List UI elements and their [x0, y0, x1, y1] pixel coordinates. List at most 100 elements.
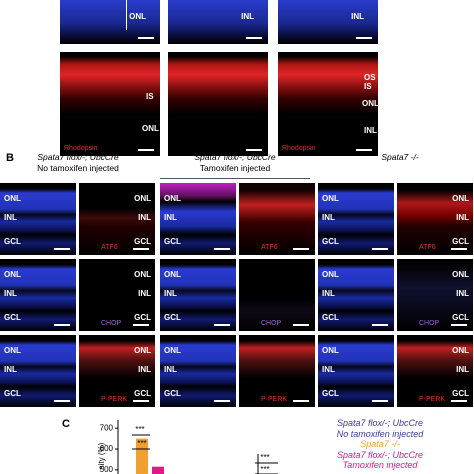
layer-label: INL — [241, 12, 254, 21]
legend-entry: Spata7 flox/-; UbcCre Tamoxifen injected — [336, 449, 424, 471]
layer-label: ONL — [134, 345, 151, 355]
scale-bar — [138, 37, 154, 39]
chart: sity (%)500 600 700 *** *** *** *** — [97, 420, 278, 474]
layer-label: INL — [164, 364, 177, 374]
layer-label: ONL — [322, 345, 339, 355]
scale-bar — [356, 37, 372, 39]
marker-label: CHOP — [101, 320, 122, 327]
layer-label: ONL — [4, 345, 21, 355]
scale-bar — [451, 248, 467, 250]
layer-label: ONL — [134, 269, 151, 279]
micrograph: ONL — [60, 0, 160, 44]
micrograph: CHOP — [239, 259, 315, 331]
scale-bar — [214, 400, 230, 402]
layer-label: GCL — [134, 237, 151, 247]
layer-label: ONL — [452, 269, 469, 279]
layer-label: GCL — [452, 237, 469, 247]
arrow — [126, 0, 127, 30]
marker-label: P-PERK — [101, 396, 128, 403]
scale-bar — [372, 324, 388, 326]
scale-bar — [246, 149, 262, 151]
marker-label: ATF6 — [101, 244, 118, 251]
scale-bar — [372, 248, 388, 250]
layer-label: ONL — [322, 269, 339, 279]
layer-label: IS — [146, 92, 154, 101]
scale-bar — [293, 400, 309, 402]
layer-label: INL — [456, 288, 469, 298]
layer-label: GCL — [4, 313, 21, 323]
layer-label: GCL — [322, 313, 339, 323]
layer-label: GCL — [322, 389, 339, 399]
scale-bar — [451, 400, 467, 402]
layer-label: GCL — [452, 389, 469, 399]
layer-label: IS — [364, 82, 372, 91]
legend-entry: Spata7 -/- — [360, 439, 400, 449]
group-header: Spata7 flox/-; UbcCre No tamoxifen inject… — [8, 152, 148, 174]
layer-label: GCL — [4, 389, 21, 399]
micrograph: ONL INL GCL ATF6 — [397, 183, 473, 255]
marker-label: CHOP — [419, 320, 440, 327]
scale-bar — [54, 400, 70, 402]
layer-label: INL — [456, 212, 469, 222]
condition: No tamoxifen injected — [37, 163, 119, 173]
genotype: Spata7 flox/-; UbcCre — [194, 152, 276, 162]
layer-label: GCL — [164, 237, 181, 247]
layer-label: ONL — [142, 124, 159, 133]
layer-label: INL — [456, 364, 469, 374]
micrograph: ONL INL GCL ATF6 — [79, 183, 155, 255]
layer-label: INL — [322, 288, 335, 298]
marker-label: ATF6 — [261, 244, 278, 251]
micrograph: ONL INL GCL — [318, 335, 394, 407]
scale-bar — [293, 324, 309, 326]
y-tick-label: 700 — [100, 423, 114, 432]
micrograph: ONL INL GCL P-PERK — [79, 335, 155, 407]
layer-label: INL — [322, 212, 335, 222]
micrograph — [168, 52, 268, 156]
significance: *** — [135, 425, 144, 434]
scale-bar — [54, 324, 70, 326]
layer-label: INL — [164, 212, 177, 222]
micrograph: ONL INL GCL — [160, 259, 236, 331]
marker-label: P-PERK — [419, 396, 446, 403]
layer-label: ONL — [4, 269, 21, 279]
scale-bar — [356, 149, 372, 151]
layer-label: INL — [4, 288, 17, 298]
layer-label: ONL — [134, 193, 151, 203]
scale-bar — [214, 324, 230, 326]
micrograph: ONL INL GCL — [0, 335, 76, 407]
genotype: Spata7 -/- — [381, 152, 419, 162]
layer-label: ONL — [362, 99, 378, 108]
scale-bar — [54, 248, 70, 250]
marker-label: P-PERK — [261, 396, 288, 403]
layer-label: INL — [4, 364, 17, 374]
panel-label: B — [6, 152, 14, 164]
layer-label: ONL — [164, 193, 181, 203]
micrograph: ONL INL GCL CHOP — [397, 259, 473, 331]
layer-label: GCL — [164, 389, 181, 399]
divider — [160, 178, 310, 179]
micrograph: ONL INL GCL — [0, 183, 76, 255]
stain-label: Rhodopsin — [282, 145, 316, 152]
y-tick-label: 600 — [100, 444, 114, 453]
micrograph: ONL INL GCL — [318, 259, 394, 331]
layer-label: INL — [138, 364, 151, 374]
layer-label: INL — [164, 288, 177, 298]
layer-label: GCL — [322, 237, 339, 247]
marker-label: ATF6 — [419, 244, 436, 251]
layer-label: ONL — [452, 345, 469, 355]
layer-label: INL — [364, 126, 377, 135]
bar — [152, 466, 164, 474]
micrograph: IS ONL Rhodopsin — [60, 52, 160, 156]
layer-label: GCL — [134, 389, 151, 399]
layer-label: ONL — [4, 193, 21, 203]
micrograph: INL — [168, 0, 268, 44]
micrograph: ATF6 — [239, 183, 315, 255]
scale-bar — [138, 149, 154, 151]
layer-label: INL — [322, 364, 335, 374]
y-axis-label: sity (%) — [97, 442, 106, 469]
layer-label: GCL — [4, 237, 21, 247]
micrograph: ONL INL GCL CHOP — [79, 259, 155, 331]
marker-label: CHOP — [261, 320, 282, 327]
micrograph: ONL INL GCL — [160, 335, 236, 407]
scale-bar — [451, 324, 467, 326]
